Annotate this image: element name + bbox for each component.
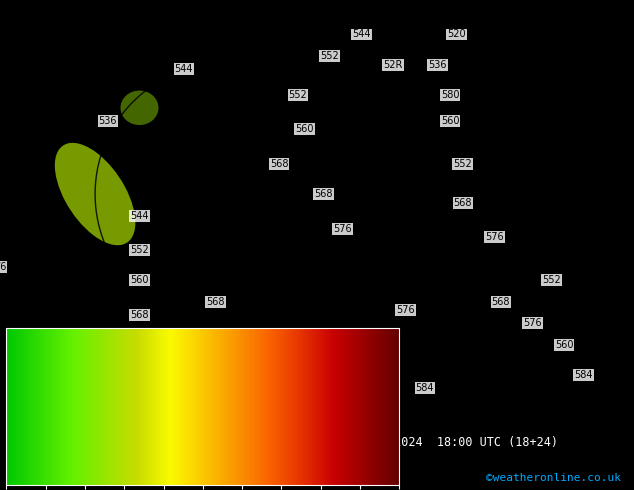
Text: 560: 560 [225,340,244,350]
Text: 76: 76 [0,262,6,272]
Ellipse shape [120,91,158,125]
Text: 536: 536 [98,116,117,126]
Text: 560: 560 [441,116,460,126]
Text: 584: 584 [130,374,149,385]
Text: ©weatheronline.co.uk: ©weatheronline.co.uk [486,473,621,483]
Text: Height 500 hPa Spread mean+σ [gpdm]  ECMWF: Height 500 hPa Spread mean+σ [gpdm] ECMW… [6,436,306,449]
Text: 576: 576 [396,305,415,316]
Text: 588: 588 [377,396,396,406]
Text: 568: 568 [333,348,352,359]
Text: 568: 568 [314,189,333,199]
Text: 568: 568 [269,159,288,169]
Text: 568: 568 [206,297,225,307]
Text: 584: 584 [288,383,307,393]
Text: 580: 580 [441,90,460,100]
Text: 576: 576 [485,232,504,242]
Text: 560: 560 [130,275,149,285]
Text: 560: 560 [295,124,314,134]
Text: 576: 576 [523,318,542,328]
Text: 544: 544 [352,29,371,40]
Text: 584: 584 [574,370,593,380]
Text: 576: 576 [333,223,352,234]
Text: 552: 552 [542,275,561,285]
Text: 560: 560 [555,340,574,350]
Text: 552: 552 [320,51,339,61]
Text: 568: 568 [130,310,149,320]
Text: 52R: 52R [384,60,403,70]
Text: 568: 568 [491,297,510,307]
Text: 576: 576 [155,331,174,342]
Text: 584: 584 [155,374,174,385]
Text: 552: 552 [453,159,472,169]
Text: 536: 536 [428,60,447,70]
Text: 552: 552 [288,90,307,100]
Text: Fr 24-05-2024  18:00 UTC (18+24): Fr 24-05-2024 18:00 UTC (18+24) [330,436,558,449]
Text: 520: 520 [447,29,466,40]
Text: 568: 568 [453,197,472,208]
Text: 584: 584 [415,383,434,393]
Ellipse shape [55,143,136,245]
Text: 576: 576 [130,340,149,350]
Text: 544: 544 [130,211,149,220]
Text: 552: 552 [130,245,149,255]
Text: 544: 544 [174,64,193,74]
